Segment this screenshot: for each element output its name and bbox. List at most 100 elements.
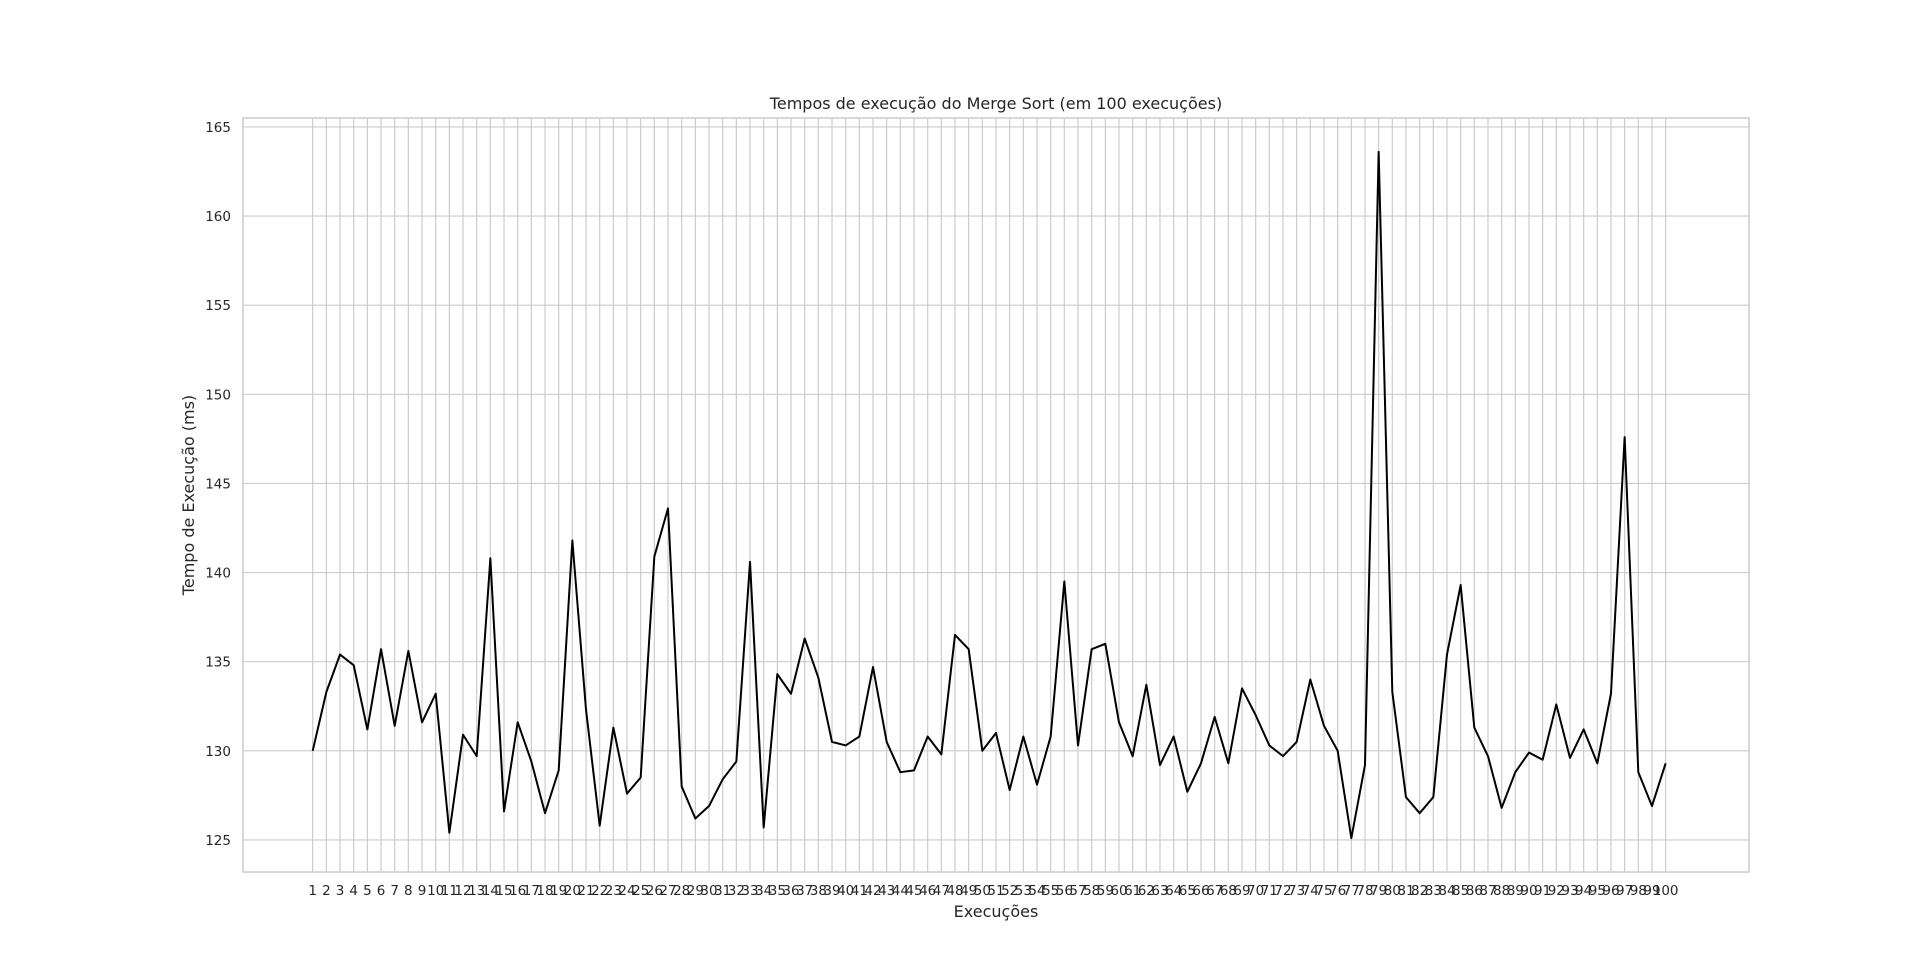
x-tick-label: 88 (1493, 883, 1510, 899)
x-tick-label: 31 (714, 883, 731, 899)
x-tick-label: 32 (728, 883, 745, 899)
y-tick-label: 150 (205, 387, 231, 403)
y-tick-label: 135 (205, 655, 231, 671)
x-tick-label: 20 (564, 883, 581, 899)
x-tick-label: 70 (1247, 883, 1264, 899)
x-axis-label: Execuções (954, 902, 1039, 921)
y-axis-label: Tempo de Execução (ms) (179, 395, 198, 596)
x-tick-label: 93 (1561, 883, 1578, 899)
x-tick-label: 37 (796, 883, 813, 899)
x-tick-label: 57 (1069, 883, 1086, 899)
x-tick-label: 8 (404, 883, 413, 899)
x-tick-label: 40 (837, 883, 854, 899)
y-tick-label: 155 (205, 298, 231, 314)
x-tick-label: 65 (1179, 883, 1196, 899)
x-tick-label: 38 (810, 883, 827, 899)
x-tick-label: 2 (322, 883, 331, 899)
x-tick-label: 81 (1397, 883, 1414, 899)
series-layer (311, 150, 1667, 840)
x-tick-label: 39 (823, 883, 840, 899)
x-tick-label: 83 (1425, 883, 1442, 899)
x-tick-label: 48 (946, 883, 963, 899)
x-tick-label: 84 (1438, 883, 1455, 899)
x-tick-label: 35 (769, 883, 786, 899)
x-tick-label: 85 (1452, 883, 1469, 899)
x-tick-label: 63 (1151, 883, 1168, 899)
x-tick-label: 94 (1575, 883, 1592, 899)
x-tick-label: 54 (1028, 883, 1045, 899)
x-tick-label: 97 (1616, 883, 1633, 899)
x-tick-label: 86 (1466, 883, 1483, 899)
x-tick-label: 64 (1165, 883, 1182, 899)
x-tick-label: 60 (1110, 883, 1127, 899)
x-gridlines (312, 118, 1667, 872)
x-tick-label: 15 (495, 883, 512, 899)
x-tick-label: 36 (782, 883, 799, 899)
x-tick-label: 5 (363, 883, 372, 899)
x-tick-label: 67 (1206, 883, 1223, 899)
x-tick-label: 17 (523, 883, 540, 899)
x-tick-label: 22 (591, 883, 608, 899)
x-tick-label: 27 (659, 883, 676, 899)
x-tick-label: 9 (418, 883, 427, 899)
x-tick-label: 45 (905, 883, 922, 899)
x-tick-label: 74 (1302, 883, 1319, 899)
x-tick-label: 46 (919, 883, 936, 899)
x-tick-label: 34 (755, 883, 772, 899)
x-tick-label: 26 (646, 883, 663, 899)
x-tick-label: 3 (336, 883, 345, 899)
x-tick-label: 25 (632, 883, 649, 899)
x-tick-label: 55 (1042, 883, 1059, 899)
x-tick-label: 82 (1411, 883, 1428, 899)
x-tick-label: 71 (1261, 883, 1278, 899)
x-tick-label: 79 (1370, 883, 1387, 899)
x-tick-label: 16 (509, 883, 526, 899)
x-tick-label: 4 (349, 883, 358, 899)
y-tick-label: 125 (205, 833, 231, 849)
x-tick-label: 58 (1083, 883, 1100, 899)
y-axis-tick-labels: 125 130 135 140 145 150 155 160 165 (205, 120, 231, 849)
x-tick-label: 89 (1507, 883, 1524, 899)
x-tick-label: 6 (377, 883, 386, 899)
x-tick-label: 12 (454, 883, 471, 899)
x-tick-label: 69 (1233, 883, 1250, 899)
x-tick-label: 90 (1520, 883, 1537, 899)
x-tick-label: 80 (1384, 883, 1401, 899)
x-tick-label: 77 (1343, 883, 1360, 899)
x-tick-label: 98 (1630, 883, 1647, 899)
y-tick-label: 145 (205, 476, 231, 492)
x-tick-label: 100 (1653, 883, 1679, 899)
x-tick-label: 66 (1192, 883, 1209, 899)
x-tick-label: 23 (605, 883, 622, 899)
x-tick-label: 68 (1220, 883, 1237, 899)
x-tick-label: 11 (441, 883, 458, 899)
x-axis-tick-labels: 1 2 3 4 5 6 7 8 9 1011121314151617181920212223242… (308, 883, 1678, 899)
x-tick-label: 24 (618, 883, 635, 899)
series-line (311, 150, 1667, 840)
x-tick-label: 30 (700, 883, 717, 899)
x-tick-label: 28 (673, 883, 690, 899)
x-tick-label: 51 (987, 883, 1004, 899)
x-tick-label: 95 (1589, 883, 1606, 899)
x-tick-label: 29 (687, 883, 704, 899)
x-tick-label: 21 (577, 883, 594, 899)
x-tick-label: 41 (851, 883, 868, 899)
x-tick-label: 61 (1124, 883, 1141, 899)
y-tick-label: 130 (205, 744, 231, 760)
x-tick-label: 33 (741, 883, 758, 899)
y-tick-label: 165 (205, 120, 231, 136)
x-tick-label: 43 (878, 883, 895, 899)
x-tick-label: 10 (427, 883, 444, 899)
x-tick-label: 96 (1602, 883, 1619, 899)
x-tick-label: 44 (892, 883, 909, 899)
x-tick-label: 47 (933, 883, 950, 899)
plot-frame (242, 117, 1750, 873)
x-tick-label: 99 (1643, 883, 1660, 899)
chart-title: Tempos de execução do Merge Sort (em 100… (769, 94, 1222, 113)
y-tick-label: 140 (205, 566, 231, 582)
y-tick-label: 160 (205, 209, 231, 225)
x-tick-label: 73 (1288, 883, 1305, 899)
x-tick-label: 87 (1479, 883, 1496, 899)
x-tick-label: 13 (468, 883, 485, 899)
x-tick-label: 91 (1534, 883, 1551, 899)
